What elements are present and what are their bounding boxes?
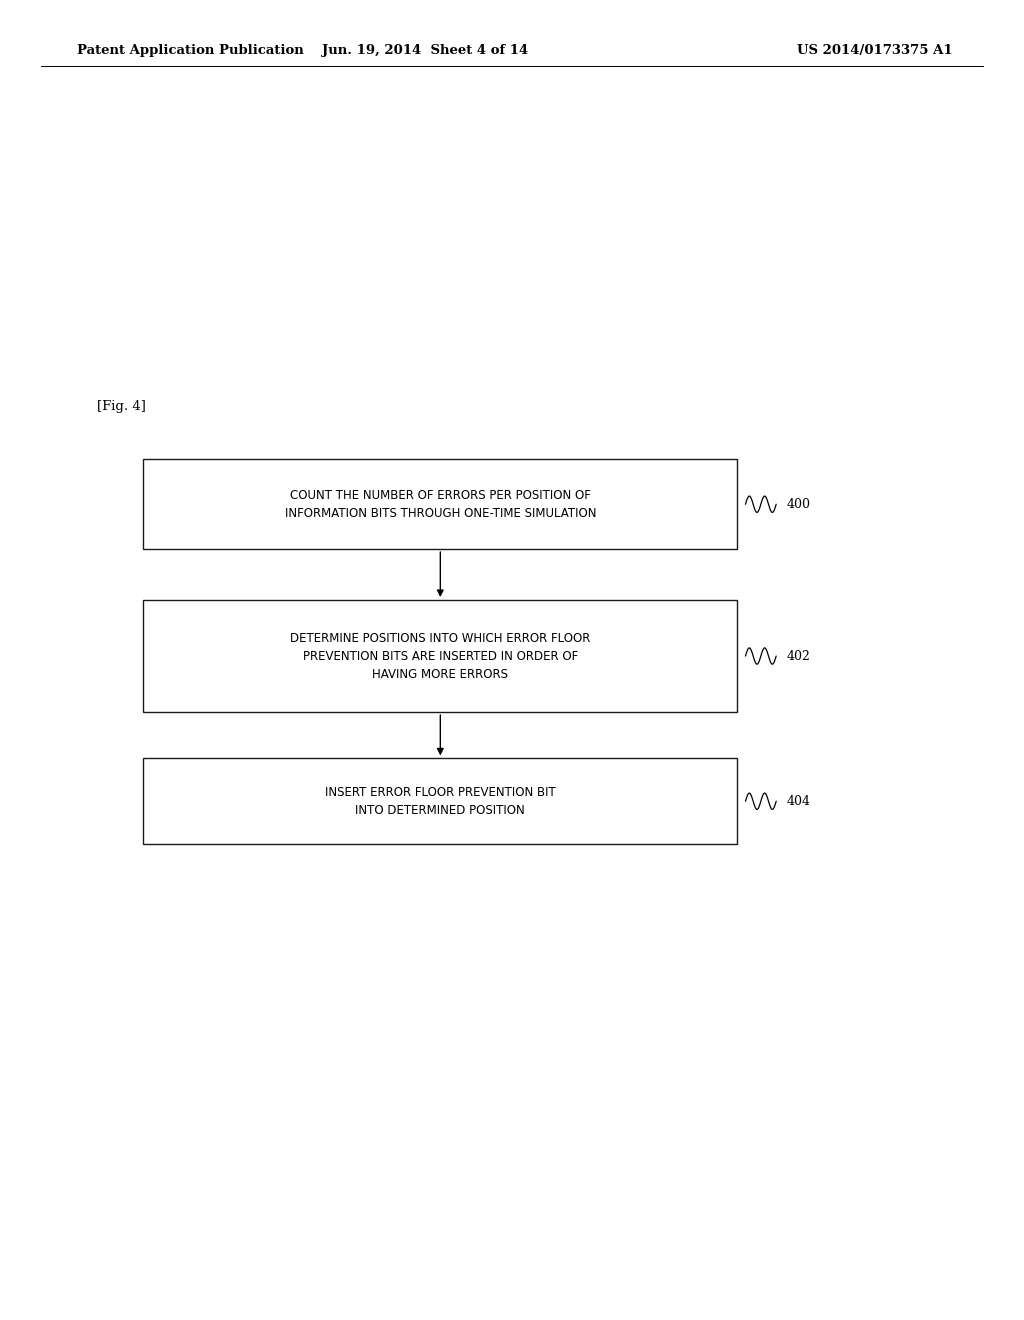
- FancyBboxPatch shape: [143, 758, 737, 845]
- Text: Jun. 19, 2014  Sheet 4 of 14: Jun. 19, 2014 Sheet 4 of 14: [322, 44, 528, 57]
- Text: DETERMINE POSITIONS INTO WHICH ERROR FLOOR
PREVENTION BITS ARE INSERTED IN ORDER: DETERMINE POSITIONS INTO WHICH ERROR FLO…: [290, 631, 591, 681]
- FancyBboxPatch shape: [143, 599, 737, 713]
- Text: Patent Application Publication: Patent Application Publication: [77, 44, 303, 57]
- Text: 404: 404: [786, 795, 810, 808]
- Text: 400: 400: [786, 498, 810, 511]
- Text: COUNT THE NUMBER OF ERRORS PER POSITION OF
INFORMATION BITS THROUGH ONE-TIME SIM: COUNT THE NUMBER OF ERRORS PER POSITION …: [285, 488, 596, 520]
- Text: INSERT ERROR FLOOR PREVENTION BIT
INTO DETERMINED POSITION: INSERT ERROR FLOOR PREVENTION BIT INTO D…: [325, 785, 556, 817]
- Text: 402: 402: [786, 649, 810, 663]
- Text: US 2014/0173375 A1: US 2014/0173375 A1: [797, 44, 952, 57]
- Text: [Fig. 4]: [Fig. 4]: [97, 400, 146, 413]
- FancyBboxPatch shape: [143, 459, 737, 549]
